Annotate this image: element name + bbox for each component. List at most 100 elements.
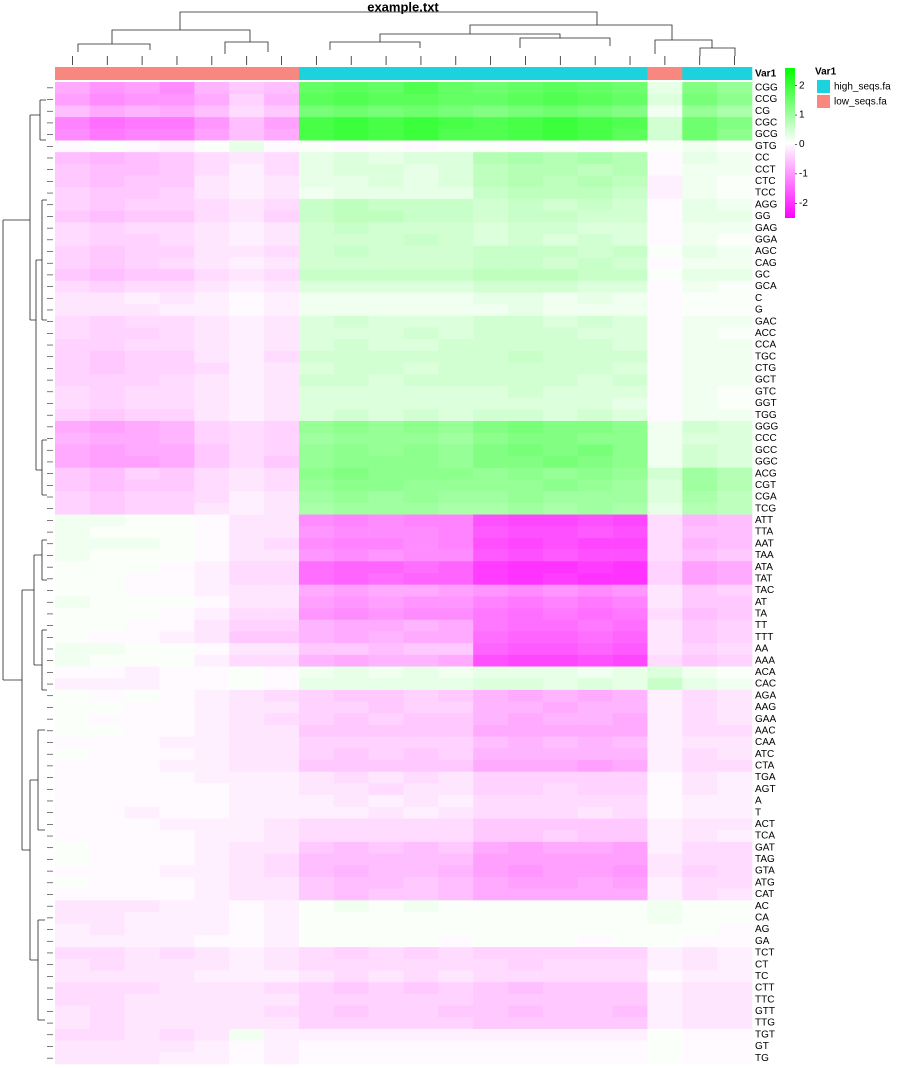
heatmap-cell — [542, 1005, 579, 1018]
heatmap-cell — [124, 818, 160, 831]
heatmap-cell — [682, 362, 718, 375]
heatmap-cell — [682, 549, 718, 562]
row-label: GGC — [755, 457, 778, 468]
heatmap-cell — [682, 82, 718, 94]
heatmap-cell — [612, 339, 648, 352]
heatmap-cell — [124, 806, 160, 819]
heatmap-cell — [647, 175, 683, 188]
heatmap-cell — [229, 233, 265, 246]
heatmap-cell — [368, 292, 404, 305]
heatmap-cell — [577, 117, 613, 130]
heatmap-cell — [55, 947, 91, 960]
heatmap-cell — [298, 713, 335, 726]
heatmap-cell — [717, 93, 753, 106]
heatmap-cell — [612, 631, 648, 644]
heatmap-cell — [229, 93, 265, 106]
heatmap-cell — [124, 654, 160, 667]
heatmap-cell — [159, 1040, 195, 1053]
heatmap-cell — [717, 760, 753, 773]
heatmap-cell — [333, 584, 369, 597]
heatmap-cell — [229, 1052, 265, 1065]
heatmap-cell — [682, 491, 718, 504]
heatmap-cell — [368, 713, 404, 726]
heatmap-cell — [124, 198, 160, 211]
heatmap-cell — [368, 771, 404, 784]
heatmap-cell — [333, 865, 369, 878]
row-label: CAA — [755, 737, 776, 748]
heatmap-cell — [55, 117, 91, 130]
heatmap-cell — [264, 818, 300, 831]
heatmap-cell — [612, 163, 648, 176]
row-label: ATA — [755, 562, 773, 573]
heatmap-cell — [473, 701, 509, 714]
heatmap-cell — [368, 514, 404, 527]
heatmap-cell — [438, 993, 474, 1006]
heatmap-cell — [508, 421, 544, 434]
heatmap-cell — [159, 806, 195, 819]
heatmap-cell — [403, 315, 439, 328]
heatmap-cell — [264, 865, 300, 878]
heatmap-cell — [717, 923, 753, 936]
row-label: TGC — [755, 351, 776, 362]
heatmap-cell — [298, 315, 335, 328]
heatmap-cell — [298, 958, 335, 971]
heatmap-cell — [264, 456, 300, 469]
heatmap-cell — [438, 1052, 474, 1065]
heatmap-cell — [473, 537, 509, 550]
heatmap-cell — [194, 783, 230, 796]
heatmap-cell — [89, 222, 125, 235]
heatmap-cell — [55, 163, 91, 176]
heatmap-cell — [508, 912, 544, 925]
heatmap-cell — [577, 900, 613, 913]
heatmap-cell — [333, 958, 369, 971]
heatmap-cell — [473, 888, 509, 901]
heatmap-cell — [124, 339, 160, 352]
heatmap-cell — [682, 526, 718, 539]
heatmap-cell — [508, 619, 544, 632]
heatmap-cell — [89, 549, 125, 562]
heatmap-cell — [159, 654, 195, 667]
heatmap-cell — [473, 760, 509, 773]
heatmap-cell — [682, 760, 718, 773]
heatmap-cell — [577, 947, 613, 960]
heatmap-cell — [55, 362, 91, 375]
heatmap-cell — [368, 549, 404, 562]
heatmap-cell — [542, 152, 579, 165]
heatmap-cell — [717, 596, 753, 609]
heatmap-cell — [438, 339, 474, 352]
heatmap-cell — [333, 947, 369, 960]
heatmap-cell — [403, 596, 439, 609]
row-label: CGT — [755, 480, 776, 491]
heatmap-cell — [194, 456, 230, 469]
heatmap-cell — [473, 596, 509, 609]
heatmap-cell — [612, 561, 648, 574]
heatmap-cell — [368, 923, 404, 936]
heatmap-cell — [298, 1005, 335, 1018]
heatmap-cell — [333, 117, 369, 130]
heatmap-cell — [508, 748, 544, 761]
heatmap-cell — [264, 573, 300, 585]
heatmap-cell — [55, 257, 91, 270]
heatmap-cell — [577, 912, 613, 925]
heatmap-cell — [542, 292, 579, 305]
heatmap-cell — [368, 1005, 404, 1018]
heatmap-cell — [438, 806, 474, 819]
heatmap-cell — [612, 935, 648, 948]
heatmap-cell — [264, 187, 300, 200]
heatmap-cell — [612, 105, 648, 118]
heatmap-cell — [333, 444, 369, 457]
heatmap-cell — [368, 175, 404, 188]
heatmap-cell — [508, 993, 544, 1006]
heatmap-cell — [55, 993, 91, 1006]
heatmap-cell — [612, 152, 648, 165]
heatmap-cell — [159, 678, 195, 691]
heatmap-cell — [717, 397, 753, 410]
heatmap-cell — [612, 806, 648, 819]
heatmap-cell — [508, 1028, 544, 1041]
row-label: CAG — [755, 258, 777, 269]
heatmap-cell — [368, 561, 404, 574]
heatmap-cell — [612, 269, 648, 282]
heatmap-cell — [473, 1005, 509, 1018]
heatmap-cell — [89, 187, 125, 200]
heatmap-cell — [368, 865, 404, 878]
